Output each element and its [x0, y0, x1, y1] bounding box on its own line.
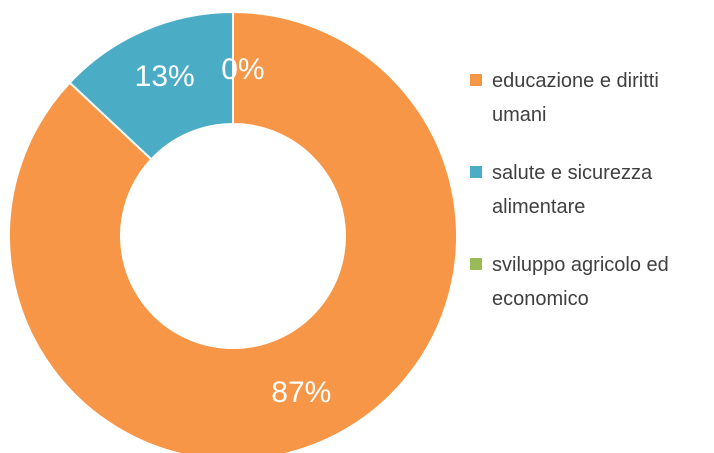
legend-item-salute-e-sicurezza-alimentare: salute e sicurezza alimentare	[470, 156, 706, 224]
donut-slice-labels: 87% 13% 0%	[135, 53, 332, 409]
legend-label: educazione e diritti umani	[492, 70, 659, 126]
slice-salute-e-sicurezza-alimentare	[68, 10, 234, 161]
slice-label-salute-e-sicurezza-alimentare: 13%	[135, 60, 195, 93]
legend-swatch	[470, 166, 482, 178]
slice-label-sviluppo-agricolo-ed-economico: 0%	[221, 53, 264, 86]
legend-item-educazione-e-diritti-umani: educazione e diritti umani	[470, 64, 706, 132]
legend-item-sviluppo-agricolo-ed-economico: sviluppo agricolo ed economico	[470, 248, 706, 316]
donut-plot-area: 87% 13% 0%	[8, 10, 458, 453]
legend-swatch	[470, 258, 482, 270]
slice-label-educazione-e-diritti-umani: 87%	[271, 376, 331, 409]
legend-swatch	[470, 74, 482, 86]
chart-legend: educazione e diritti umani salute e sicur…	[470, 64, 706, 340]
legend-label: salute e sicurezza alimentare	[492, 162, 653, 218]
slice-educazione-e-diritti-umani	[8, 10, 458, 453]
donut-slices	[8, 10, 458, 453]
legend-label: sviluppo agricolo ed economico	[492, 254, 669, 310]
